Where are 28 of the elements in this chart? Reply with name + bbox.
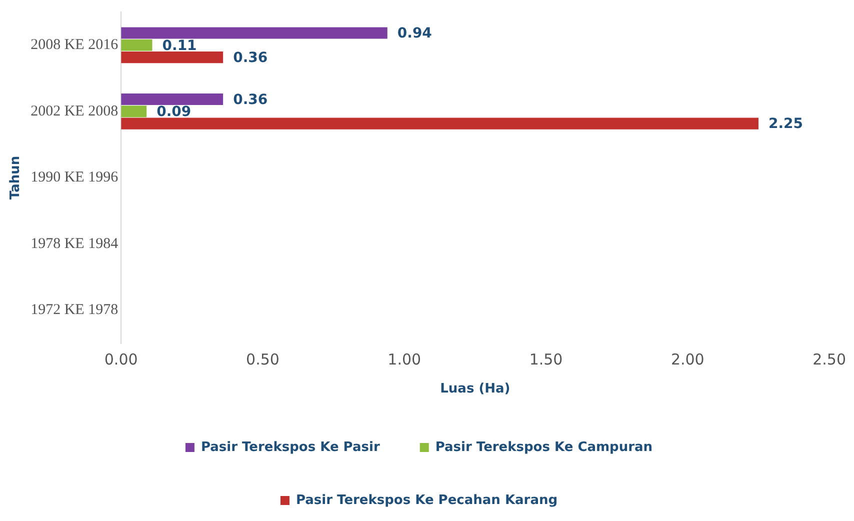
data-label: 0.94	[397, 26, 432, 42]
x-axis-title: Luas (Ha)	[440, 382, 510, 397]
x-tick-label: 2.50	[812, 350, 846, 368]
y-tick-label: 1990 KE 1996	[30, 170, 119, 186]
y-tick-label: 1978 KE 1984	[30, 236, 119, 252]
y-tick-label: 1972 KE 1978	[30, 302, 118, 318]
legend-label: Pasir Terekspos Ke Campuran	[435, 440, 653, 455]
x-tick-label: 0.00	[104, 350, 138, 368]
bar	[121, 39, 152, 51]
y-axis-title: Tahun	[8, 156, 24, 200]
data-label: 0.11	[162, 38, 197, 54]
x-tick-label: 2.00	[670, 350, 704, 368]
x-tick-label: 0.50	[246, 350, 280, 368]
x-tick-label: 1.50	[529, 350, 563, 368]
bar	[121, 27, 388, 39]
bar	[121, 118, 758, 130]
y-tick-label: 2002 KE 2008	[30, 103, 118, 120]
x-tick-label: 1.00	[388, 350, 422, 368]
data-label: 0.36	[233, 92, 268, 108]
data-label: 0.09	[156, 104, 192, 120]
y-tick-label: 2008 KE 2016	[30, 37, 119, 54]
bar	[121, 106, 147, 118]
bar	[121, 93, 224, 106]
bar	[121, 52, 224, 64]
data-label: 2.25	[768, 116, 804, 132]
data-label: 0.36	[233, 50, 268, 66]
legend-label: Pasir Terekspos Ke Pasir	[200, 440, 380, 455]
legend-label: Pasir Terekspos Ke Pecahan Karang	[296, 492, 558, 508]
